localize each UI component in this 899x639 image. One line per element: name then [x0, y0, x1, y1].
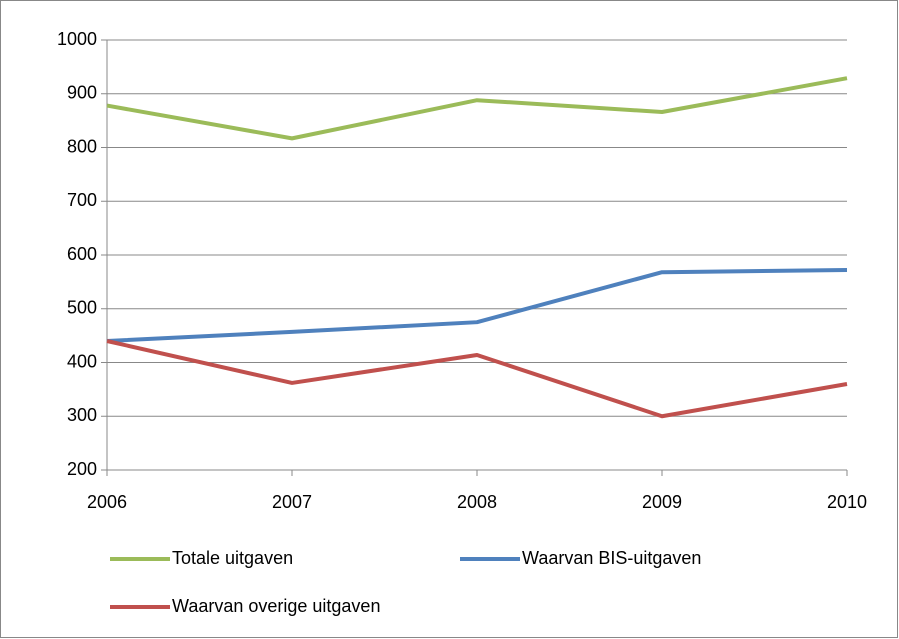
series-line [106, 339, 848, 419]
y-tick-label: 200 [67, 459, 97, 479]
series-line [106, 76, 848, 141]
x-tick-label: 2010 [827, 492, 867, 512]
x-tick-label: 2009 [642, 492, 682, 512]
x-tick-label: 2006 [87, 492, 127, 512]
x-tick-label: 2007 [272, 492, 312, 512]
legend-label: Totale uitgaven [172, 548, 293, 568]
legend-label: Waarvan overige uitgaven [172, 596, 380, 616]
y-tick-label: 800 [67, 136, 97, 156]
x-tick-label: 2008 [457, 492, 497, 512]
y-tick-label: 1000 [57, 29, 97, 49]
y-tick-label: 400 [67, 351, 97, 371]
y-tick-label: 600 [67, 244, 97, 264]
y-tick-label: 700 [67, 190, 97, 210]
y-tick-label: 900 [67, 83, 97, 103]
y-tick-label: 500 [67, 298, 97, 318]
series-line [106, 268, 848, 343]
y-tick-label: 300 [67, 405, 97, 425]
legend-label: Waarvan BIS-uitgaven [522, 548, 701, 568]
